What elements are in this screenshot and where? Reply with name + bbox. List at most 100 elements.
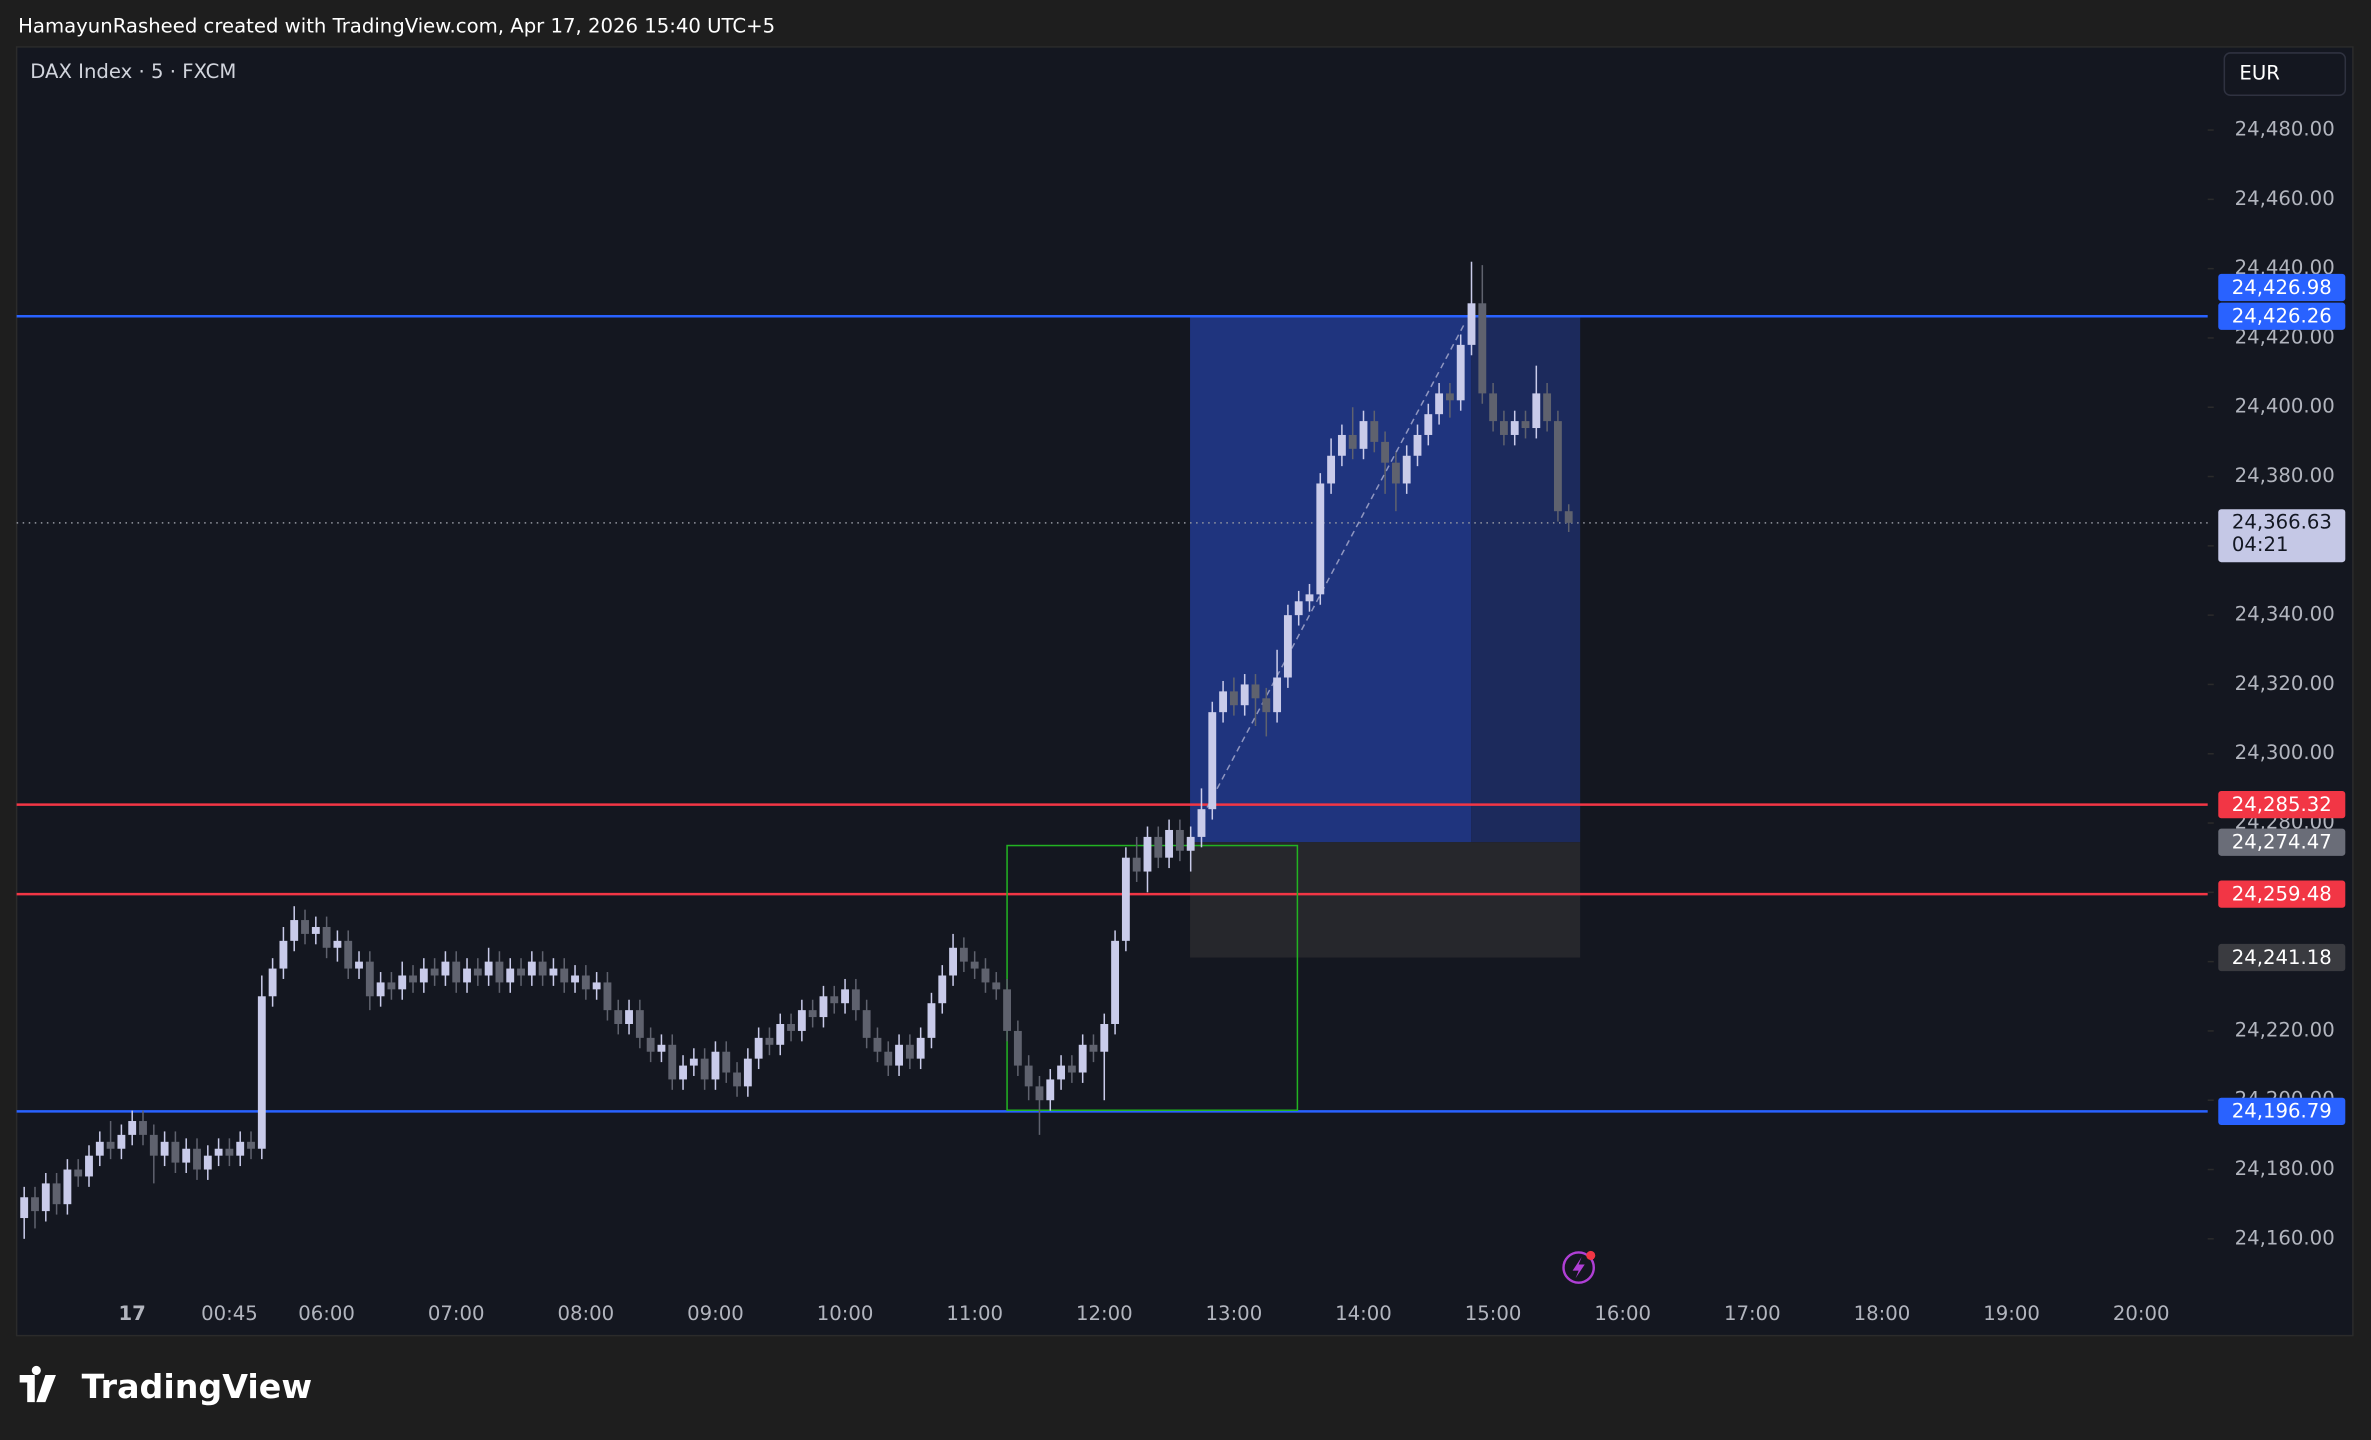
countdown-label: 04:21 <box>2232 533 2289 556</box>
candle-body <box>117 1134 126 1149</box>
candle-body <box>236 1141 245 1156</box>
candle-body <box>1510 421 1519 435</box>
candle-body <box>311 926 320 934</box>
green-box <box>1006 844 1299 1112</box>
candle-body <box>1262 698 1271 713</box>
y-tick-label: 24,460.00 <box>2235 187 2335 210</box>
price-tag <box>2218 943 2346 972</box>
candle-body <box>430 968 439 976</box>
currency-label[interactable]: EUR <box>2239 62 2280 85</box>
candle-body <box>365 961 374 997</box>
candle-body <box>63 1169 72 1205</box>
candle-body <box>160 1141 169 1156</box>
x-tick-label: 17:00 <box>1724 1302 1781 1325</box>
candle-body <box>1467 303 1476 345</box>
candle-body <box>1499 421 1508 435</box>
alert-dot[interactable] <box>1586 1250 1596 1260</box>
x-tick-label: 11:00 <box>946 1302 1003 1325</box>
candle-body <box>603 982 612 1011</box>
candle-body <box>1456 344 1465 401</box>
candle-body <box>916 1037 925 1059</box>
candle-body <box>625 1010 633 1025</box>
candle-body <box>797 1010 806 1031</box>
candle-body <box>149 1134 158 1156</box>
position-loss <box>1190 842 1581 958</box>
candle-body <box>614 1010 623 1025</box>
candle-body <box>560 968 569 983</box>
candle-body <box>387 982 396 990</box>
candle-body <box>1564 511 1573 523</box>
candle-body <box>1359 421 1368 449</box>
candle-body <box>527 961 536 976</box>
symbol-title: DAX Index · 5 · FXCM <box>30 60 236 83</box>
alert-bolt[interactable] <box>1572 1256 1585 1279</box>
candle-body <box>52 1183 61 1205</box>
x-tick-label: 10:00 <box>817 1302 874 1325</box>
candle-body <box>700 1058 709 1080</box>
position-profit-ext <box>1471 316 1581 843</box>
candle-body <box>1197 809 1206 837</box>
candle-body <box>1067 1065 1076 1073</box>
candle-body <box>452 961 461 983</box>
candle-body <box>1013 1030 1022 1066</box>
y-tick-label: 24,180.00 <box>2235 1157 2335 1180</box>
candle-body <box>376 982 385 997</box>
price-tag-label: 24,426.98 <box>2232 276 2332 299</box>
candle-body <box>733 1072 741 1087</box>
candle-body <box>171 1141 180 1163</box>
header-text: HamayunRasheed created with TradingView.… <box>18 15 775 38</box>
alert-circle[interactable] <box>1562 1251 1595 1284</box>
candle-body <box>927 1003 936 1038</box>
candle-body <box>1132 857 1141 872</box>
candle-body <box>1003 989 1012 1031</box>
x-tick-label: 14:00 <box>1335 1302 1392 1325</box>
x-tick-label: 15:00 <box>1465 1302 1522 1325</box>
price-tag-label: 24,196.79 <box>2232 1100 2332 1123</box>
candle-body <box>830 996 839 1004</box>
y-tick-label: 24,320.00 <box>2235 672 2335 695</box>
candle-body <box>344 940 353 969</box>
currency-button[interactable] <box>2223 52 2347 97</box>
candle-body <box>1143 836 1152 872</box>
candle-body <box>290 920 299 941</box>
x-tick-label: 12:00 <box>1076 1302 1133 1325</box>
candle-body <box>754 1037 763 1059</box>
candle-body <box>1327 455 1336 484</box>
candle-body <box>1100 1024 1109 1052</box>
candle-body <box>1046 1079 1055 1101</box>
candle-body <box>1489 393 1498 422</box>
plot <box>16 315 2208 1113</box>
candle-body <box>895 1044 903 1066</box>
candle-body <box>128 1121 137 1135</box>
candle-body <box>679 1065 687 1080</box>
footer-logo: TradingView <box>19 1365 312 1406</box>
price-tag <box>2218 880 2346 908</box>
candle-body <box>1424 414 1433 435</box>
last-price-label: 24,366.63 <box>2232 510 2332 533</box>
candle-body <box>419 968 428 983</box>
candle-body <box>355 961 363 969</box>
candle-body <box>495 961 504 983</box>
candle-body <box>473 968 482 976</box>
candle-body <box>398 975 407 990</box>
x-tick-label: 17 <box>119 1302 146 1325</box>
candle-body <box>1078 1044 1087 1073</box>
candle-body <box>1035 1086 1044 1101</box>
candle-body <box>214 1148 223 1156</box>
candle-body <box>1165 829 1174 858</box>
candle-body <box>711 1051 720 1080</box>
y-tick-label: 24,340.00 <box>2235 603 2335 626</box>
candle-body <box>268 968 277 997</box>
price-tag <box>2218 1097 2346 1125</box>
price-tag-label: 24,241.18 <box>2232 946 2332 969</box>
candle-body <box>182 1148 191 1163</box>
candle-body <box>1154 836 1163 858</box>
candle-body <box>776 1024 785 1045</box>
x-tick-label: 20:00 <box>2113 1302 2170 1325</box>
x-tick-label: 07:00 <box>428 1302 485 1325</box>
last-price-tag <box>2218 509 2346 563</box>
y-tick-label: 24,400.00 <box>2235 395 2335 418</box>
alert-icon[interactable] <box>1562 1250 1596 1284</box>
candle-body <box>1553 421 1562 512</box>
candle-body <box>959 947 968 962</box>
